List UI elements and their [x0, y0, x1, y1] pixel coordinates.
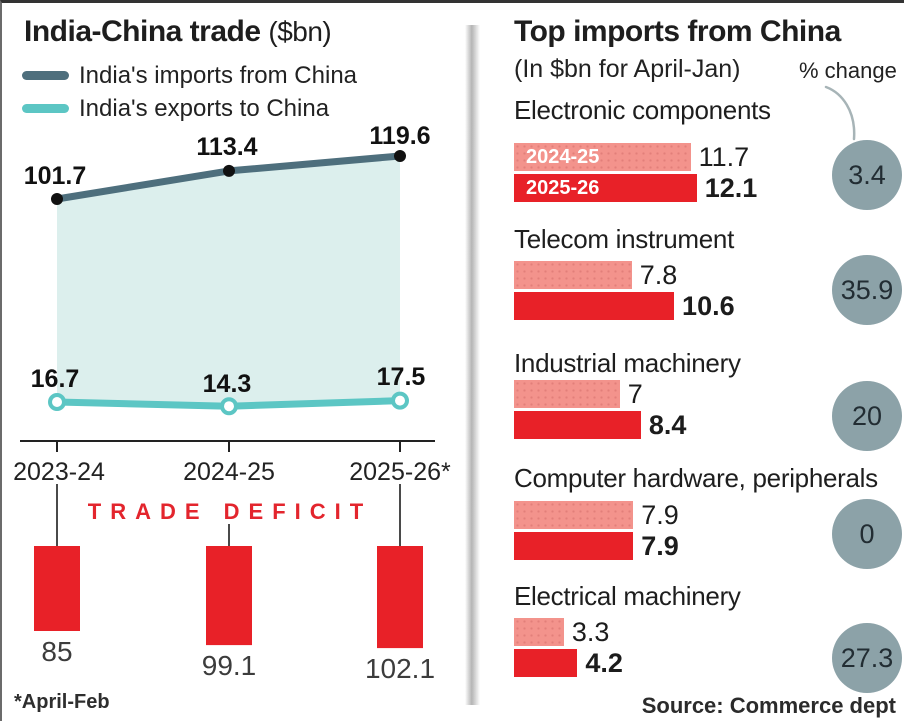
pct-change-label: % change [799, 58, 897, 83]
deficit-value-label: 102.1 [365, 653, 435, 684]
imports-value-label: 113.4 [196, 133, 257, 161]
left-chart-unit: ($bn) [268, 16, 332, 47]
pct-change-circle: 0 [832, 499, 902, 569]
exports-point-marker [391, 391, 409, 410]
previous-year-bar: 2024-25 [514, 143, 691, 171]
previous-year-value: 7.8 [639, 259, 678, 290]
right-panel-subtitle: (In $bn for April-Jan) [514, 55, 741, 83]
bar-year-label: 2024-25 [526, 145, 600, 168]
imports-value-label: 101.7 [24, 162, 87, 190]
imports-legend-label: India's imports from China [79, 61, 358, 89]
current-year-value: 4.2 [585, 647, 623, 678]
deficit-value-label: 99.1 [202, 650, 257, 681]
x-axis-label: 2025-26* [349, 458, 451, 486]
left-chart-title: India-China trade ($bn) [24, 15, 332, 49]
legend-row-exports: India's exports to China [22, 92, 357, 125]
previous-year-value: 11.7 [698, 141, 750, 172]
pct-change-circle: 3.4 [832, 140, 902, 210]
previous-year-value: 7 [627, 378, 643, 409]
exports-line-swatch [22, 104, 69, 113]
x-axis-label: 2024-25 [183, 458, 275, 486]
import-category-label: Electrical machinery [514, 581, 741, 611]
current-year-value: 10.6 [682, 290, 735, 321]
imports-point-marker [394, 150, 406, 163]
x-axis-label: 2023-24 [13, 458, 105, 486]
previous-year-bar [514, 380, 620, 408]
deficit-value-label: 85 [41, 636, 72, 667]
imports-value-label: 119.6 [369, 122, 430, 150]
previous-year-bar-row: 2024-25 11.7 [514, 141, 750, 172]
previous-year-bar [514, 618, 564, 646]
exports-legend-label: India's exports to China [79, 94, 330, 122]
current-year-bar-row: 7.9 [514, 530, 679, 561]
previous-year-bar-row: 7.9 [514, 499, 679, 530]
right-panel-title: Top imports from China [514, 15, 841, 48]
pct-change-pointer-curve [824, 85, 856, 141]
deficit-bar [206, 546, 252, 646]
exports-value-label: 14.3 [203, 370, 252, 398]
current-year-bar-row: 4.2 [514, 647, 623, 678]
current-year-bar [514, 411, 641, 439]
current-year-value: 8.4 [648, 409, 687, 440]
previous-year-bar-row: 3.3 [514, 616, 610, 647]
current-year-bar [514, 649, 578, 677]
legend-row-imports: India's imports from China [22, 59, 357, 92]
imports-point-marker [223, 164, 235, 177]
imports-line [53, 152, 404, 203]
deficit-bar [34, 546, 80, 631]
current-year-bar [514, 532, 634, 560]
current-year-bar-row: 2025-26 12.1 [514, 172, 758, 203]
exports-point-marker [48, 393, 66, 411]
exports-line [53, 397, 404, 410]
imports-point-marker [51, 193, 63, 205]
exports-value-label: 16.7 [31, 365, 80, 393]
current-year-bar [514, 292, 675, 320]
panel-divider [465, 25, 480, 705]
previous-year-bar [514, 261, 632, 289]
current-year-bar-row: 8.4 [514, 409, 687, 440]
import-category-label: Industrial machinery [514, 348, 741, 378]
previous-year-bar-row: 7.8 [514, 259, 678, 290]
trade-gap-area [57, 156, 400, 407]
pct-change-circle: 20 [832, 381, 902, 451]
deficit-bar [377, 546, 423, 649]
left-chart-title-text: India-China trade [24, 15, 261, 48]
import-category-label: Computer hardware, peripherals [514, 463, 878, 493]
exports-value-label: 17.5 [377, 363, 426, 391]
imports-line-swatch [22, 71, 69, 80]
current-year-value: 7.9 [641, 530, 679, 561]
source-credit: Source: Commerce dept [641, 693, 896, 718]
exports-point-marker [220, 397, 238, 416]
previous-year-bar [514, 501, 634, 529]
current-year-bar: 2025-26 [514, 174, 697, 202]
previous-year-value: 3.3 [571, 616, 610, 647]
pct-change-circle: 35.9 [832, 255, 902, 325]
trade-deficit-heading: TRADE DEFICIT [88, 499, 372, 524]
current-year-value: 12.1 [704, 172, 758, 203]
import-category-label: Electronic components [514, 95, 771, 125]
previous-year-value: 7.9 [641, 499, 679, 530]
current-year-bar-row: 10.6 [514, 290, 735, 321]
pct-change-circle: 27.3 [832, 623, 902, 693]
footnote: *April-Feb [14, 691, 110, 713]
bar-year-label: 2025-26 [526, 176, 600, 199]
import-category-label: Telecom instrument [514, 224, 735, 254]
previous-year-bar-row: 7 [514, 378, 643, 409]
legend: India's imports from China India's expor… [22, 59, 357, 125]
